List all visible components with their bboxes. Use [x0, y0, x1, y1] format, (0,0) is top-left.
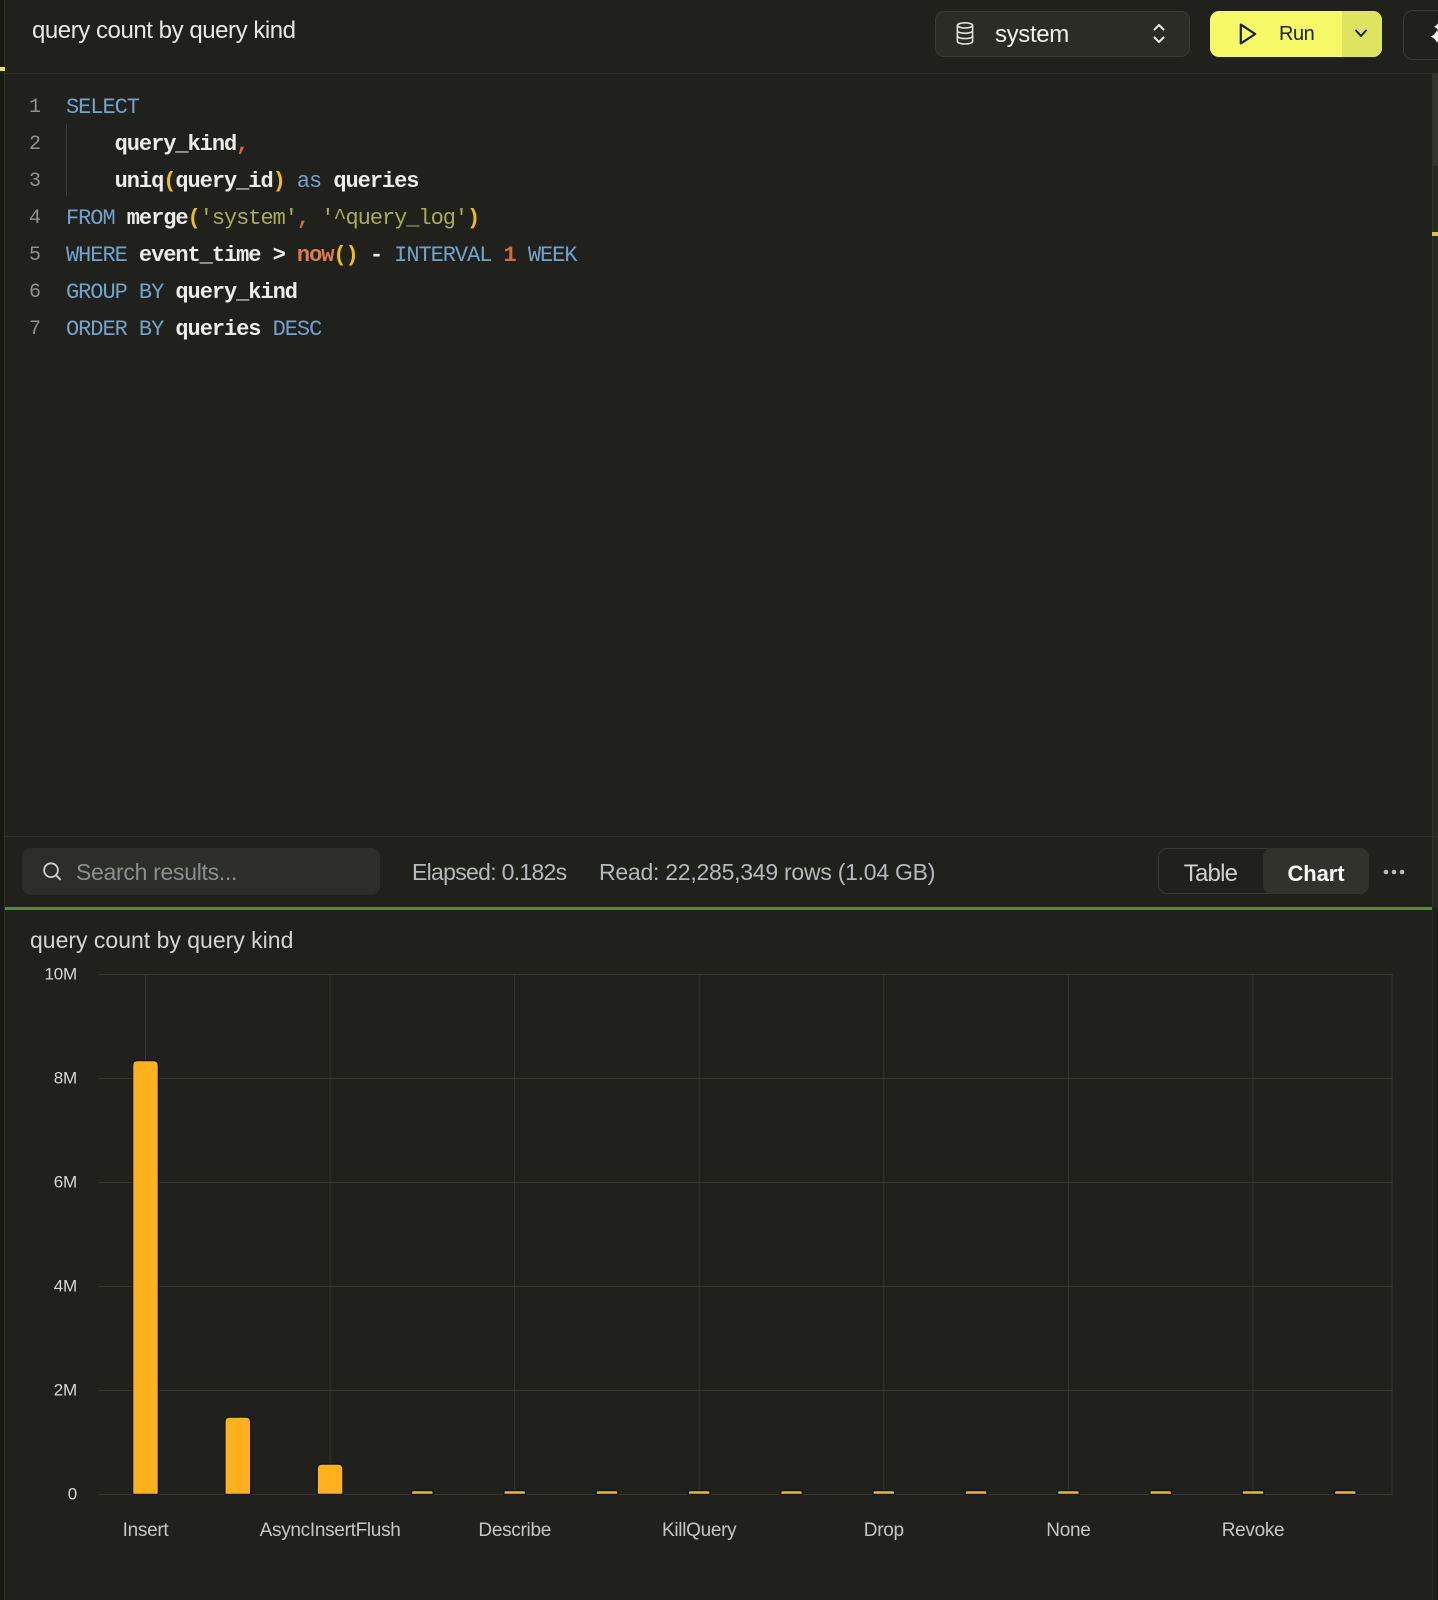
- svg-text:AsyncInsertFlush: AsyncInsertFlush: [260, 1520, 401, 1541]
- svg-text:8M: 8M: [54, 1069, 77, 1088]
- svg-text:10M: 10M: [45, 965, 77, 984]
- svg-text:4M: 4M: [54, 1277, 77, 1296]
- svg-text:KillQuery: KillQuery: [662, 1520, 737, 1541]
- svg-text:2M: 2M: [54, 1381, 77, 1400]
- svg-text:Insert: Insert: [123, 1520, 170, 1541]
- svg-text:None: None: [1046, 1520, 1090, 1541]
- svg-text:Describe: Describe: [478, 1520, 551, 1541]
- svg-text:Revoke: Revoke: [1222, 1520, 1285, 1541]
- svg-text:0: 0: [68, 1485, 77, 1504]
- svg-text:Drop: Drop: [864, 1520, 904, 1541]
- svg-text:6M: 6M: [54, 1173, 77, 1192]
